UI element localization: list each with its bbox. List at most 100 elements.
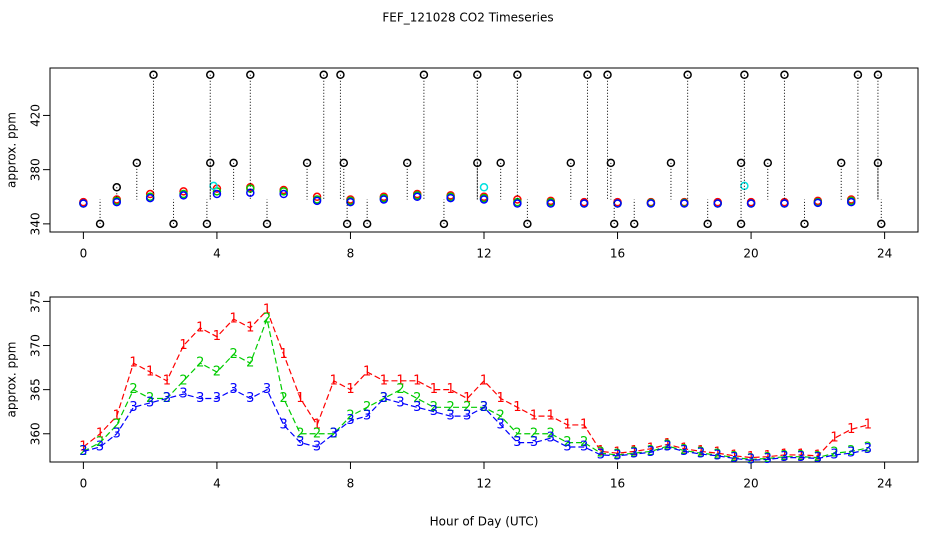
- point: [446, 193, 455, 203]
- point-marker: 3: [330, 426, 338, 441]
- chart-title: FEF_121028 CO2 Timeseries: [382, 11, 553, 25]
- plot-frame: [49, 67, 919, 233]
- point-marker: 3: [680, 444, 688, 459]
- point-marker: 2: [396, 382, 404, 397]
- point: [479, 183, 489, 192]
- x-tick-label: 4: [213, 247, 221, 261]
- point-marker: 1: [96, 426, 104, 441]
- point-marker: 3: [446, 409, 454, 424]
- point-marker: 1: [229, 312, 237, 327]
- point-marker: 2: [613, 447, 621, 462]
- point-marker: 2: [179, 373, 187, 388]
- point: [713, 199, 722, 208]
- point: [740, 70, 749, 80]
- point: [229, 158, 238, 168]
- point-marker: 2: [229, 347, 237, 362]
- y-tick-label: 370: [29, 334, 43, 357]
- point-marker: 1: [480, 373, 488, 388]
- point: [603, 70, 612, 80]
- point: [629, 219, 639, 229]
- x-tick-label: 16: [610, 477, 625, 491]
- point-marker: 1: [613, 446, 621, 461]
- point-marker: 1: [847, 422, 855, 437]
- point-marker: 3: [229, 382, 237, 397]
- point-marker: 3: [246, 391, 254, 406]
- point-marker: 1: [597, 444, 605, 459]
- point: [496, 158, 505, 168]
- point: [279, 187, 288, 196]
- point: [873, 70, 883, 80]
- x-tick-label: 12: [476, 247, 491, 261]
- point-marker: 2: [630, 446, 638, 461]
- point: [145, 189, 155, 199]
- point: [873, 158, 883, 168]
- point-marker: 1: [747, 450, 755, 465]
- point-marker: 3: [697, 447, 705, 462]
- point: [606, 158, 616, 168]
- point-marker: 1: [79, 440, 87, 455]
- point-marker: 1: [797, 447, 805, 462]
- point-marker: 3: [196, 391, 204, 406]
- point: [179, 191, 188, 200]
- point-marker: 2: [814, 450, 822, 465]
- point-marker: 1: [129, 356, 137, 371]
- point: [646, 199, 656, 208]
- point-marker: 3: [513, 435, 521, 450]
- point: [579, 199, 589, 208]
- point: [419, 70, 429, 80]
- point-marker: 3: [430, 404, 438, 419]
- point: [813, 198, 823, 208]
- point-marker: 1: [663, 437, 671, 452]
- y-tick-label: 380: [29, 158, 43, 181]
- point: [112, 197, 122, 207]
- x-tick-label: 0: [80, 477, 88, 491]
- x-tick-label: 12: [476, 477, 491, 491]
- point: [149, 70, 158, 80]
- point-marker: 2: [213, 365, 221, 380]
- point-marker: 2: [413, 391, 421, 406]
- point-marker: 2: [764, 451, 772, 466]
- point: [402, 158, 412, 168]
- point: [800, 219, 809, 229]
- point-marker: 1: [580, 417, 588, 432]
- point-marker: 2: [296, 426, 304, 441]
- point-marker: 2: [730, 450, 738, 465]
- point: [613, 199, 622, 208]
- point-marker: 3: [497, 417, 505, 432]
- x-tick-label: 16: [610, 247, 625, 261]
- y-tick-label: 365: [29, 378, 43, 401]
- y-axis-label: approx. ppm: [5, 342, 19, 418]
- point: [302, 158, 312, 168]
- point-marker: 2: [263, 312, 271, 327]
- point-marker: 1: [280, 347, 288, 362]
- point-marker: 3: [563, 440, 571, 455]
- point-marker: 1: [430, 382, 438, 397]
- point-marker: 1: [380, 373, 388, 388]
- point: [473, 158, 482, 168]
- point-marker: 1: [513, 400, 521, 415]
- point-marker: 2: [430, 400, 438, 415]
- point-marker: 2: [597, 446, 605, 461]
- point: [362, 219, 372, 229]
- point-marker: 3: [730, 451, 738, 466]
- point-marker: 3: [346, 413, 354, 428]
- point-marker: 3: [714, 448, 722, 463]
- x-tick-label: 8: [347, 247, 355, 261]
- x-tick-label: 8: [347, 477, 355, 491]
- point-marker: 3: [280, 417, 288, 432]
- point: [780, 70, 789, 80]
- point-marker: 2: [363, 400, 371, 415]
- point: [583, 70, 592, 80]
- point-marker: 1: [246, 320, 254, 335]
- point: [205, 70, 215, 80]
- point-marker: 1: [814, 448, 822, 463]
- point-marker: 1: [463, 391, 471, 406]
- point: [609, 219, 619, 229]
- point-marker: 3: [797, 450, 805, 465]
- point-marker: 3: [396, 395, 404, 410]
- point-marker: 2: [129, 382, 137, 397]
- point: [336, 70, 345, 80]
- point-marker: 3: [864, 442, 872, 457]
- point-marker: 3: [313, 440, 321, 455]
